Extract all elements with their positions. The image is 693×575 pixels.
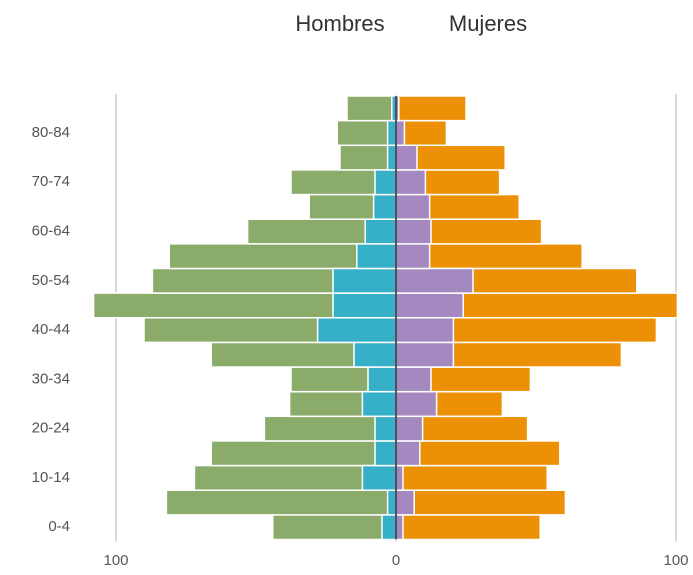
- y-tick-label: 70-74: [32, 173, 70, 190]
- x-tick-label: 100: [663, 552, 688, 569]
- x-tick-label: 0: [392, 552, 400, 569]
- bar: [272, 514, 397, 541]
- inner-bar: [381, 514, 397, 541]
- y-tick-label: 0-4: [48, 518, 70, 535]
- bar: [395, 440, 561, 467]
- bar: [210, 440, 397, 467]
- inner-bar: [361, 464, 397, 491]
- inner-bar: [374, 169, 397, 196]
- bar: [395, 464, 548, 491]
- inner-bar: [395, 144, 418, 171]
- inner-bar: [332, 292, 397, 319]
- legend-mujeres: Mujeres: [449, 11, 527, 36]
- inner-bar: [364, 218, 397, 245]
- inner-bar: [386, 119, 397, 147]
- inner-bar: [395, 119, 406, 147]
- inner-bar: [386, 144, 397, 171]
- legend-hombres: Hombres: [295, 11, 384, 36]
- bar: [165, 489, 397, 516]
- bar: [395, 514, 541, 541]
- y-tick-label: 30-34: [32, 370, 70, 387]
- x-tick-label: 100: [103, 552, 128, 569]
- inner-bar: [395, 243, 431, 270]
- inner-bar: [395, 193, 431, 220]
- inner-bar: [395, 169, 427, 196]
- bar: [346, 95, 397, 122]
- inner-bar: [386, 489, 397, 516]
- y-tick-label: 80-84: [32, 124, 70, 141]
- y-tick-label: 20-24: [32, 420, 70, 437]
- inner-bar: [395, 317, 455, 344]
- inner-bar: [395, 218, 432, 245]
- inner-bar: [395, 489, 415, 516]
- inner-bar: [395, 390, 438, 418]
- bar: [395, 489, 567, 516]
- y-tick-label: 50-54: [32, 272, 70, 289]
- inner-bar: [395, 292, 464, 319]
- inner-bar: [372, 193, 397, 220]
- inner-bar: [353, 341, 397, 368]
- inner-bar: [395, 415, 424, 442]
- y-tick-label: 10-14: [32, 469, 70, 486]
- inner-bar: [332, 267, 397, 294]
- inner-bar: [395, 514, 404, 541]
- inner-bar: [356, 243, 397, 270]
- inner-bar: [374, 415, 397, 442]
- inner-bar: [367, 366, 397, 393]
- inner-bar: [395, 267, 474, 294]
- y-tick-label: 60-64: [32, 222, 70, 239]
- bar: [395, 95, 467, 122]
- bar: [339, 144, 397, 171]
- inner-bar: [395, 341, 455, 368]
- inner-bar: [316, 317, 397, 344]
- y-tick-label: 40-44: [32, 321, 70, 338]
- inner-bar: [395, 464, 404, 491]
- inner-bar: [374, 440, 397, 467]
- inner-bar: [395, 366, 432, 393]
- inner-bar: [395, 440, 421, 467]
- inner-bar: [361, 390, 397, 418]
